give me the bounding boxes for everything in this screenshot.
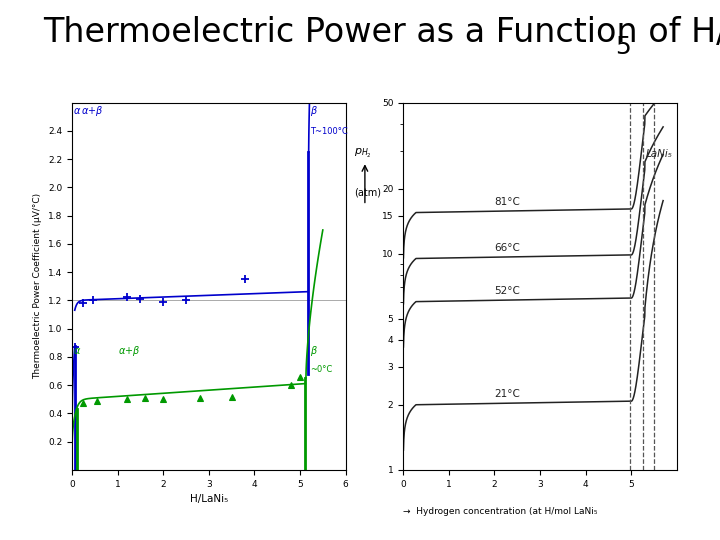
- Text: 81°C: 81°C: [495, 197, 521, 207]
- Text: ~0°C: ~0°C: [310, 366, 333, 374]
- Text: $\alpha$: $\alpha$: [73, 346, 81, 356]
- Text: $\alpha$+$\beta$: $\alpha$+$\beta$: [81, 104, 104, 118]
- Text: T~100°C: T~100°C: [310, 127, 348, 136]
- Text: Thermoelectric Power as a Function of H/LaNi: Thermoelectric Power as a Function of H/…: [43, 16, 720, 49]
- Text: $p_{H_2}$: $p_{H_2}$: [354, 147, 372, 160]
- Text: $\beta$: $\beta$: [310, 104, 318, 118]
- Text: $\alpha$: $\alpha$: [73, 106, 81, 116]
- Y-axis label: Thermoelectric Power Coefficient (μV/°C): Thermoelectric Power Coefficient (μV/°C): [33, 193, 42, 379]
- X-axis label: H/LaNi₅: H/LaNi₅: [189, 494, 228, 504]
- Text: $\alpha$+$\beta$: $\alpha$+$\beta$: [117, 344, 140, 358]
- Text: LaNi₅: LaNi₅: [646, 149, 672, 159]
- Text: 5: 5: [616, 35, 631, 59]
- Text: 52°C: 52°C: [495, 286, 521, 296]
- Text: 66°C: 66°C: [495, 243, 521, 253]
- Text: $\beta$: $\beta$: [310, 344, 318, 358]
- Text: →  Hydrogen concentration (at H/mol LaNi₅: → Hydrogen concentration (at H/mol LaNi₅: [403, 507, 598, 516]
- Text: (atm): (atm): [354, 187, 381, 197]
- Text: 21°C: 21°C: [495, 389, 521, 399]
